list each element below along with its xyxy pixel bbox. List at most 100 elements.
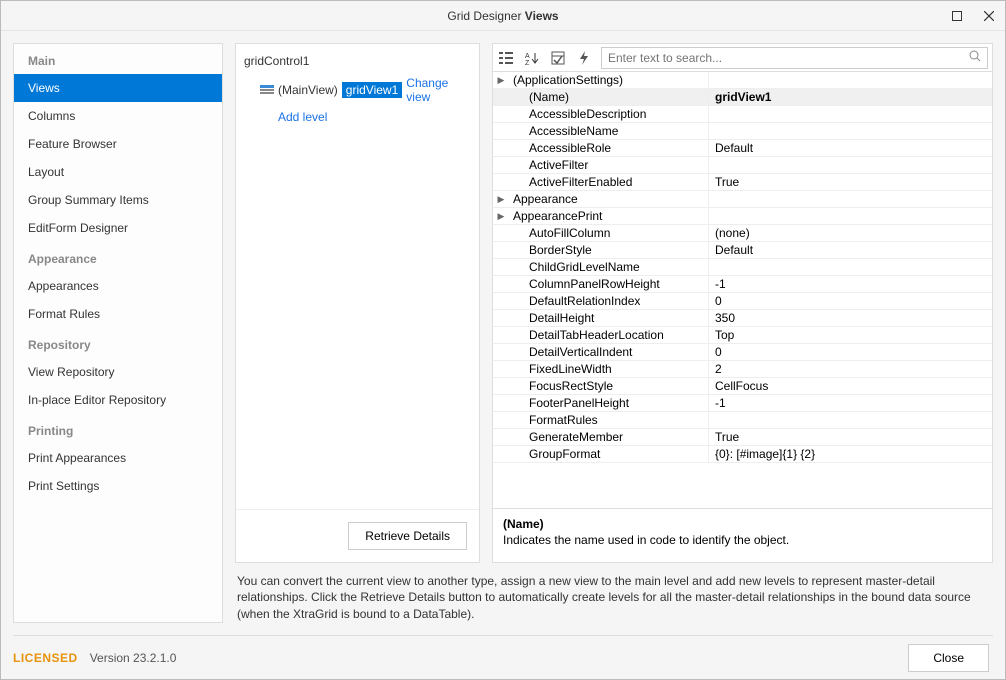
sidebar-item-layout[interactable]: Layout [14,158,222,186]
right-column: gridControl1 (MainView) gridView1 [235,43,993,623]
property-value[interactable]: True [709,174,992,190]
title-bold: Views [525,9,559,23]
property-name: ColumnPanelRowHeight [509,276,709,292]
sidebar-item-columns[interactable]: Columns [14,102,222,130]
property-row[interactable]: DetailHeight350 [493,310,992,327]
property-value[interactable]: 0 [709,293,992,309]
sidebar-item-print-appearances[interactable]: Print Appearances [14,444,222,472]
expand-icon [493,361,509,377]
property-row[interactable]: ▶AppearancePrint [493,208,992,225]
property-name: AccessibleName [509,123,709,139]
search-input[interactable] [608,51,969,65]
sidebar-item-view-repository[interactable]: View Repository [14,358,222,386]
property-name: FocusRectStyle [509,378,709,394]
property-value[interactable]: Default [709,242,992,258]
property-value[interactable]: 0 [709,344,992,360]
categorized-icon[interactable] [494,46,518,70]
sidebar-item-views[interactable]: Views [14,74,222,102]
property-row[interactable]: ActiveFilter [493,157,992,174]
property-value[interactable]: {0}: [#image]{1} {2} [709,446,992,462]
add-level-link[interactable]: Add level [278,110,327,124]
property-name: ChildGridLevelName [509,259,709,275]
property-row[interactable]: ColumnPanelRowHeight-1 [493,276,992,293]
property-value[interactable] [709,208,992,224]
gridview-tag[interactable]: gridView1 [342,82,402,98]
sidebar-item-print-settings[interactable]: Print Settings [14,472,222,500]
property-value[interactable] [709,72,992,88]
property-row[interactable]: FooterPanelHeight-1 [493,395,992,412]
retrieve-details-button[interactable]: Retrieve Details [348,522,467,550]
property-value[interactable]: -1 [709,395,992,411]
views-tree: gridControl1 (MainView) gridView1 [236,44,479,509]
property-value[interactable] [709,191,992,207]
property-row[interactable]: ▶Appearance [493,191,992,208]
property-row[interactable]: BorderStyleDefault [493,242,992,259]
change-view-link[interactable]: Change view [406,76,471,104]
property-value[interactable] [709,106,992,122]
property-row[interactable]: AutoFillColumn(none) [493,225,992,242]
property-row[interactable]: DefaultRelationIndex0 [493,293,992,310]
close-button[interactable]: Close [908,644,989,672]
property-row[interactable]: ChildGridLevelName [493,259,992,276]
mainview-label: (MainView) [278,83,338,97]
alphabetical-icon[interactable]: AZ [520,46,544,70]
property-row[interactable]: AccessibleDescription [493,106,992,123]
title-prefix: Grid Designer [447,9,521,23]
property-name: DetailHeight [509,310,709,326]
property-value[interactable] [709,259,992,275]
property-value[interactable]: (none) [709,225,992,241]
property-row[interactable]: FixedLineWidth2 [493,361,992,378]
property-row[interactable]: DetailTabHeaderLocationTop [493,327,992,344]
property-name: DetailTabHeaderLocation [509,327,709,343]
property-name: FormatRules [509,412,709,428]
expand-icon [493,89,509,105]
sidebar-item-feature-browser[interactable]: Feature Browser [14,130,222,158]
property-value[interactable]: CellFocus [709,378,992,394]
property-value[interactable]: 350 [709,310,992,326]
expand-icon[interactable]: ▶ [493,208,509,224]
expand-icon [493,429,509,445]
property-value[interactable]: gridView1 [709,89,992,105]
property-row[interactable]: AccessibleName [493,123,992,140]
close-window-button[interactable] [973,1,1005,31]
maximize-button[interactable] [941,1,973,31]
expand-icon [493,412,509,428]
property-value[interactable] [709,123,992,139]
property-name: FooterPanelHeight [509,395,709,411]
tree-root[interactable]: gridControl1 [244,54,471,68]
properties-icon[interactable] [546,46,570,70]
property-value[interactable]: Top [709,327,992,343]
sidebar-item-in-place-editor-repository[interactable]: In-place Editor Repository [14,386,222,414]
property-value[interactable]: -1 [709,276,992,292]
property-row[interactable]: GroupFormat{0}: [#image]{1} {2} [493,446,992,463]
property-value[interactable]: Default [709,140,992,156]
sidebar-item-editform-designer[interactable]: EditForm Designer [14,214,222,242]
expand-icon[interactable]: ▶ [493,72,509,88]
property-grid[interactable]: ▶(ApplicationSettings)(Name)gridView1Acc… [493,72,992,508]
property-value[interactable] [709,157,992,173]
property-row[interactable]: FocusRectStyleCellFocus [493,378,992,395]
property-name: AccessibleDescription [509,106,709,122]
property-search[interactable] [601,47,988,69]
property-row[interactable]: ▶(ApplicationSettings) [493,72,992,89]
property-row[interactable]: GenerateMemberTrue [493,429,992,446]
sidebar-item-appearances[interactable]: Appearances [14,272,222,300]
property-name: AppearancePrint [509,208,709,224]
property-row[interactable]: DetailVerticalIndent0 [493,344,992,361]
property-row[interactable]: (Name)gridView1 [493,89,992,106]
retrieve-row: Retrieve Details [236,509,479,562]
property-row[interactable]: ActiveFilterEnabledTrue [493,174,992,191]
sidebar-item-group-summary-items[interactable]: Group Summary Items [14,186,222,214]
expand-icon [493,157,509,173]
events-icon[interactable] [572,46,596,70]
expand-icon [493,310,509,326]
property-value[interactable] [709,412,992,428]
expand-icon [493,140,509,156]
expand-icon [493,344,509,360]
property-row[interactable]: FormatRules [493,412,992,429]
property-value[interactable]: 2 [709,361,992,377]
property-row[interactable]: AccessibleRoleDefault [493,140,992,157]
property-value[interactable]: True [709,429,992,445]
expand-icon[interactable]: ▶ [493,191,509,207]
sidebar-item-format-rules[interactable]: Format Rules [14,300,222,328]
